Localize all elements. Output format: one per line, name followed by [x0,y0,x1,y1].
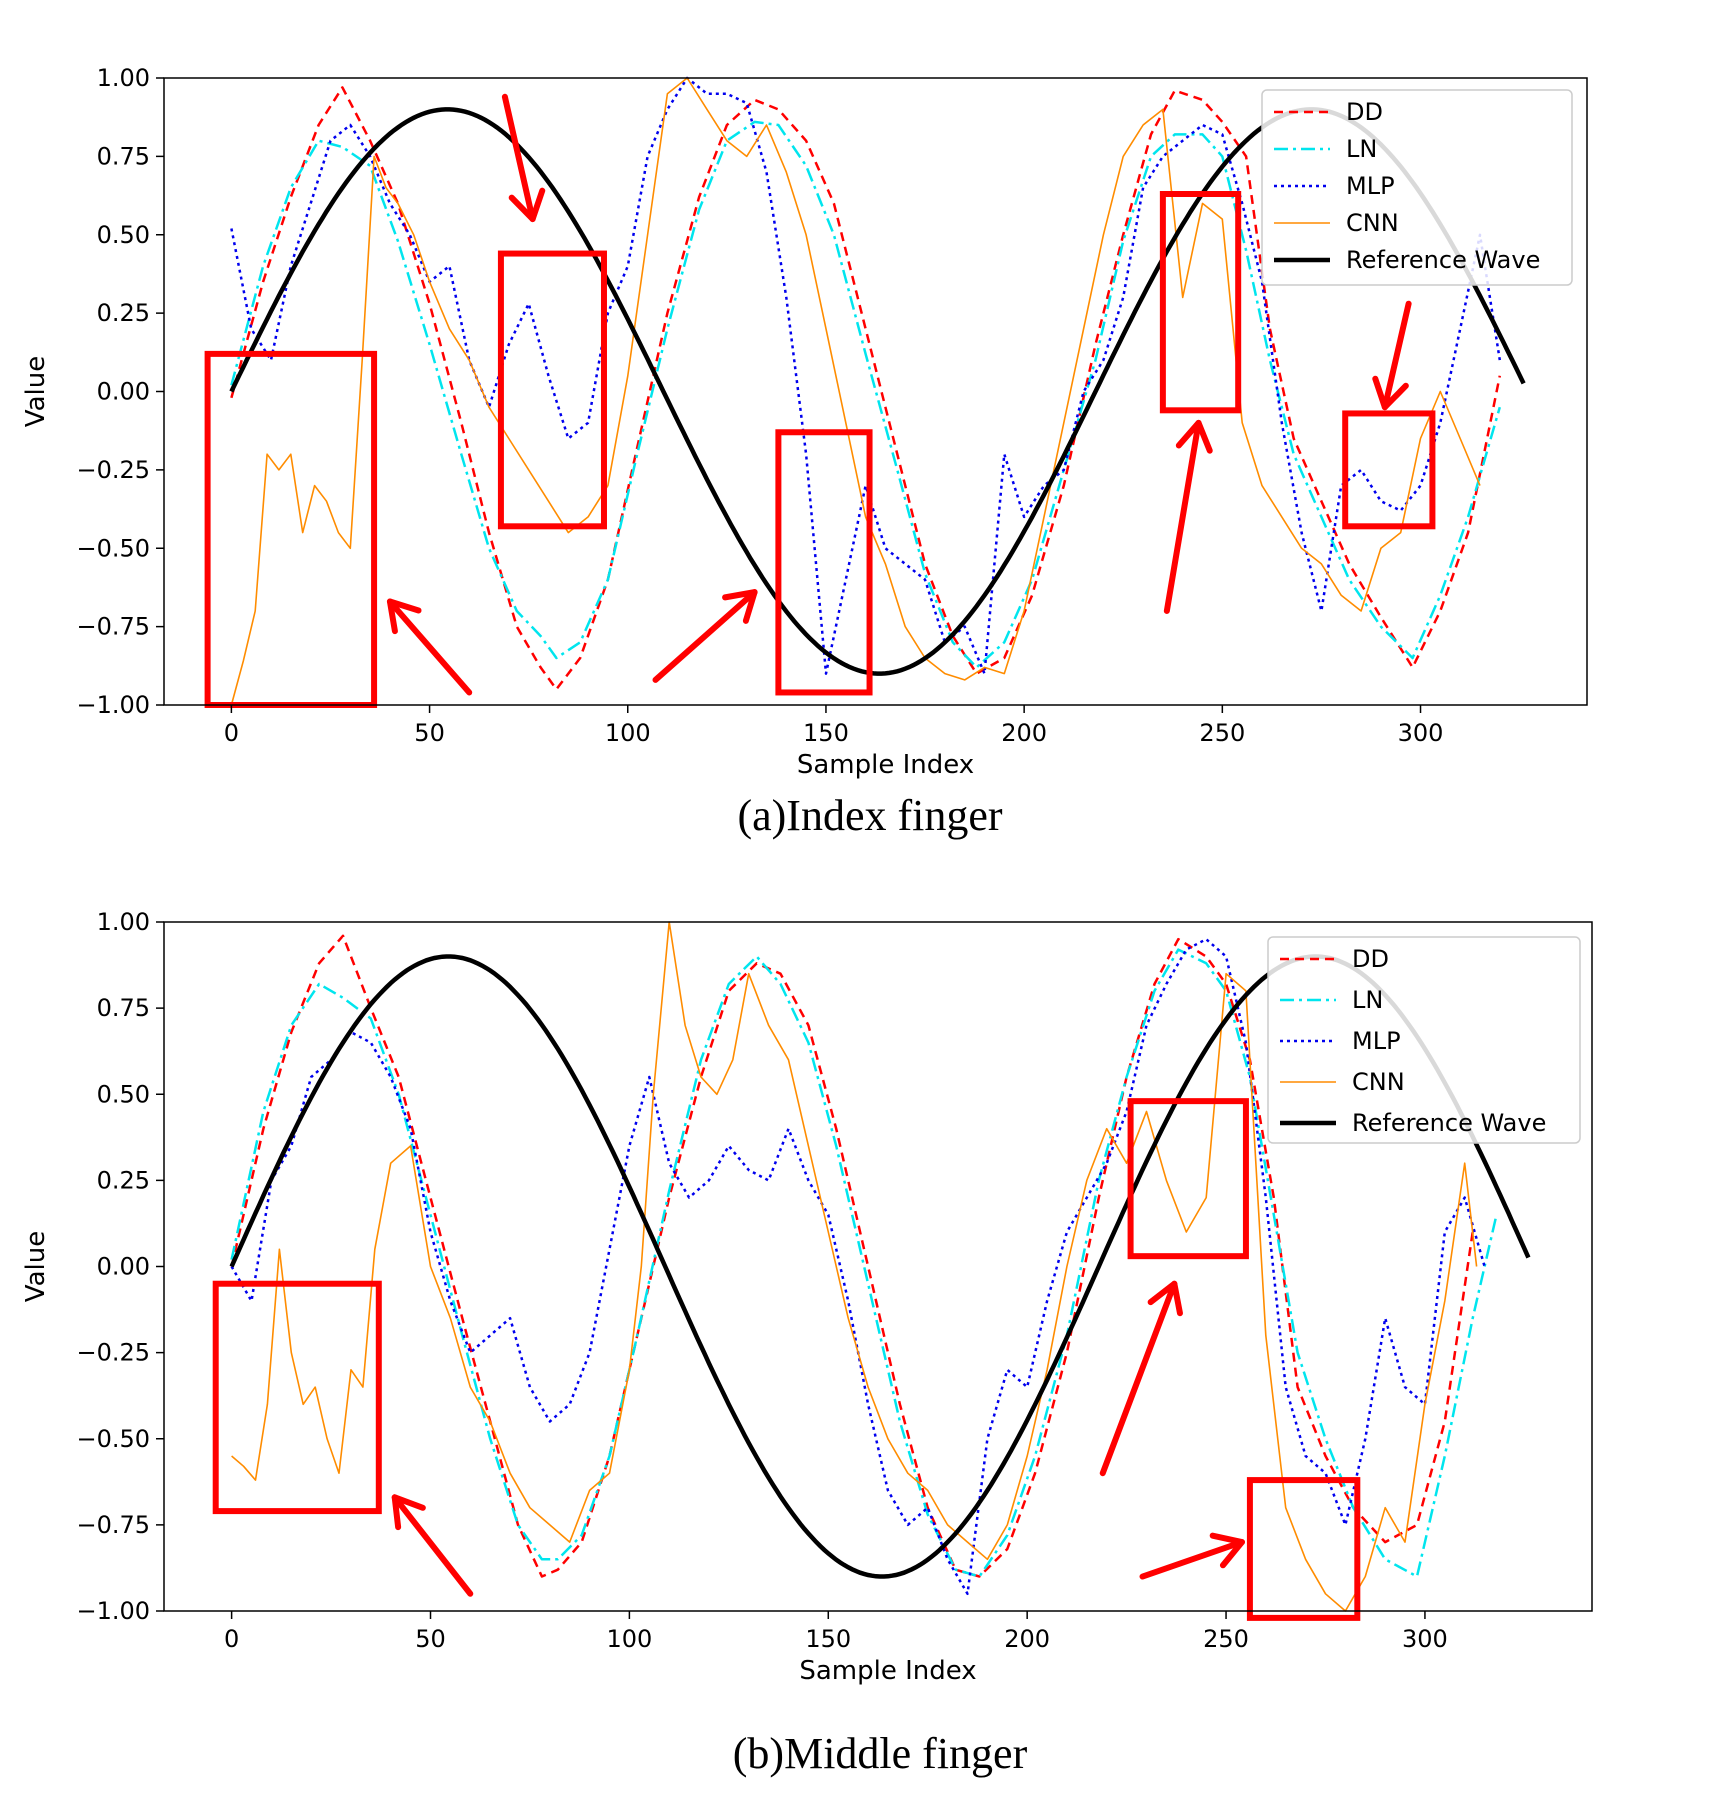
panel-middle-finger: 0 50 100 150 200 250 300 −1.00 −0.75 −0.50 −0.25 0.… [21,908,1593,1686]
x-axis-label: Sample Index [799,1656,976,1686]
series-line-cnn [231,921,1478,1612]
arrowhead [391,1494,426,1531]
arrowhead [1175,419,1213,454]
legend-label-reference-wave: Reference Wave [1346,246,1540,274]
caption-index-finger: (a)Index finger [737,791,1002,840]
legend: DD LN MLP CNN Reference Wave [1267,936,1581,1144]
y-axis-label: Value [21,1231,51,1302]
y-tick-label: −0.75 [76,1511,150,1539]
caption-middle-finger: (b)Middle finger [733,1729,1028,1778]
highlight-box [1246,1477,1361,1621]
arrow-shaft [386,598,473,696]
y-tick-label: 0.00 [97,378,150,406]
x-tick-label: 250 [1203,1625,1249,1653]
x-tick-label: 150 [803,719,849,747]
x-tick-label: 200 [1004,1625,1050,1653]
highlight-box [1127,1098,1249,1260]
panel-index-finger: 0 50 100 150 200 250 300 −1.00 −0.75 −0.50 −0.25 0.… [21,64,1588,780]
y-tick-label: −0.75 [76,613,150,641]
y-tick-label: 0.25 [97,299,150,327]
arrow-shaft [501,93,536,223]
arrow-shaft [652,589,758,683]
legend-label-mlp: MLP [1346,172,1395,200]
y-tick-label: −0.50 [76,1425,150,1453]
x-tick-label: 250 [1199,719,1245,747]
highlight-box [1342,410,1436,530]
series-line-ln [230,948,1498,1578]
arrowhead [1209,1532,1245,1569]
legend-box [1267,936,1581,1144]
x-tick-label: 300 [1402,1625,1448,1653]
arrowhead [722,589,758,624]
y-axis-label: Value [21,356,51,427]
y-tick-label: −1.00 [76,691,150,719]
x-tick-label: 0 [224,719,239,747]
arrowhead [1147,1280,1183,1317]
arrow-shaft [391,1494,474,1597]
arrowhead [1372,375,1409,411]
y-tick-label: −0.25 [76,1339,150,1367]
x-tick-label: 50 [415,1625,446,1653]
arrow-shaft [1381,300,1412,411]
y-tick-label: −0.25 [76,456,150,484]
y-tick-label: 0.50 [97,221,150,249]
y-tick-label: −1.00 [76,1597,150,1625]
y-tick-label: 0.25 [97,1166,150,1194]
legend-box [1261,89,1573,286]
x-tick-label: 150 [805,1625,851,1653]
legend-label-ln: LN [1352,986,1383,1014]
highlight-box [1159,190,1242,414]
legend: DD LN MLP CNN Reference Wave [1261,89,1573,286]
series-line-dd [230,934,1474,1578]
y-tick-label: 0.75 [97,142,150,170]
y-tick-label: −0.50 [76,534,150,562]
arrow-shaft [1139,1539,1245,1580]
x-tick-label: 100 [606,1625,652,1653]
series-line-dd [230,86,1502,691]
series-line-ln [230,120,1502,669]
arrow-shaft [1163,419,1202,614]
highlight-box [212,1280,382,1515]
legend-label-dd: DD [1352,945,1389,973]
legend-label-ln: LN [1346,135,1377,163]
series-line-cnn [230,77,1481,706]
x-tick-label: 200 [1001,719,1047,747]
x-axis-label: Sample Index [797,750,974,780]
y-tick-label: 1.00 [97,64,150,92]
x-tick-label: 100 [605,719,651,747]
arrowhead [508,187,546,223]
legend-label-cnn: CNN [1352,1068,1405,1096]
legend-label-reference-wave: Reference Wave [1352,1109,1546,1137]
arrowhead [386,598,422,635]
y-tick-label: 1.00 [97,908,150,936]
y-tick-label: 0.75 [97,994,150,1022]
highlight-box [775,429,873,696]
y-tick-label: 0.00 [97,1253,150,1281]
x-tick-label: 50 [414,719,445,747]
legend-label-cnn: CNN [1346,209,1399,237]
y-tick-label: 0.50 [97,1080,150,1108]
x-tick-label: 300 [1398,719,1444,747]
legend-label-mlp: MLP [1352,1027,1401,1055]
legend-label-dd: DD [1346,98,1383,126]
x-tick-label: 0 [224,1625,239,1653]
highlight-box [497,250,607,530]
arrow-shaft [1099,1280,1178,1477]
highlight-box [204,350,378,708]
